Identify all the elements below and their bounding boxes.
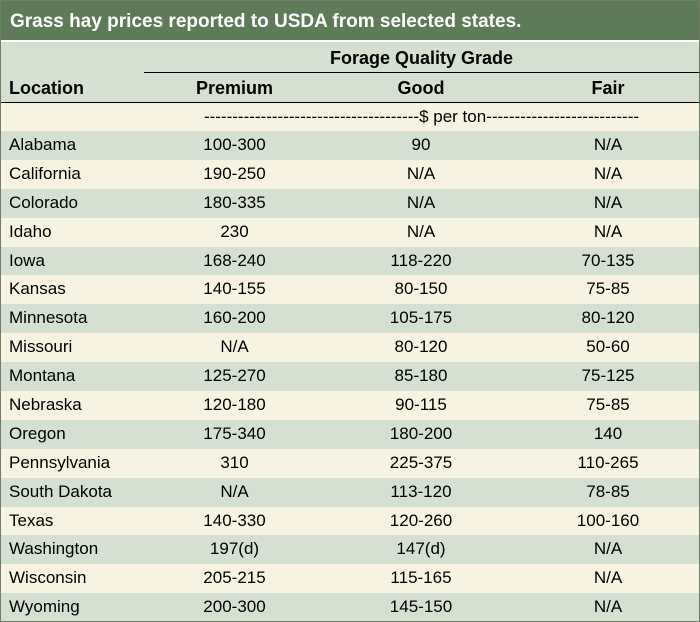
cell-premium: 190-250: [203, 163, 266, 183]
table-row: Wisconsin 205-215 115-165 N/A: [1, 564, 699, 594]
table-row: Idaho 230 N/A N/A: [1, 217, 699, 247]
cell-location: Kansas: [9, 279, 66, 299]
cell-location: Oregon: [9, 423, 66, 443]
cell-location: Missouri: [9, 337, 73, 357]
cell-premium: 200-300: [203, 597, 266, 617]
cell-fair: 100-160: [576, 510, 640, 530]
table-row: Texas 140-330 120-260 100-160: [1, 506, 699, 536]
cell-good: 105-175: [389, 308, 453, 328]
cell-good: 118-220: [390, 250, 452, 270]
cell-fair: N/A: [593, 539, 623, 559]
cell-good: 115-165: [390, 568, 452, 588]
column-header-location: Location: [9, 78, 84, 98]
cell-premium: 160-200: [203, 308, 266, 328]
table-row: Alabama 100-300 90 N/A: [1, 131, 699, 160]
cell-premium: 140-155: [203, 279, 266, 299]
cell-good: N/A: [406, 163, 436, 183]
cell-fair: 70-135: [581, 250, 635, 270]
cell-good: 113-120: [390, 481, 452, 501]
cell-location: Iowa: [9, 250, 45, 270]
cell-good: 90-115: [395, 395, 447, 415]
cell-premium: 120-180: [203, 395, 266, 415]
cell-good: 180-200: [389, 423, 453, 443]
cell-good: 80-150: [394, 279, 448, 299]
cell-fair: 50-60: [586, 337, 630, 357]
cell-fair: 140: [593, 423, 623, 443]
cell-premium: N/A: [220, 337, 249, 357]
cell-location: Montana: [9, 366, 76, 386]
table-row: California 190-250 N/A N/A: [1, 159, 699, 189]
cell-location: Nebraska: [9, 395, 82, 415]
cell-premium: 175-340: [203, 423, 266, 443]
cell-good: 90: [411, 135, 431, 154]
cell-fair: N/A: [593, 135, 623, 154]
cell-good: N/A: [406, 192, 436, 212]
cell-location: Alabama: [9, 135, 77, 154]
cell-location: Idaho: [9, 221, 52, 241]
cell-location: South Dakota: [9, 481, 113, 501]
column-header-premium: Premium: [195, 78, 274, 98]
cell-premium: 125-270: [203, 366, 266, 386]
unit-label: --------------------------------------$ …: [203, 107, 640, 126]
cell-location: Texas: [9, 510, 54, 530]
cell-premium: 230: [220, 221, 249, 241]
table-row: Pennsylvania 310 225-375 110-265: [1, 448, 699, 478]
cell-fair: N/A: [593, 192, 623, 212]
cell-good: N/A: [406, 221, 436, 241]
cell-good: 147(d): [396, 539, 446, 559]
cell-premium: 100-300: [203, 135, 266, 154]
cell-fair: 75-125: [581, 366, 635, 386]
group-header-rule: [144, 72, 699, 73]
table-row: Wyoming 200-300 145-150 N/A: [1, 593, 699, 621]
table-row: Montana 125-270 85-180 75-125: [1, 362, 699, 392]
cell-fair: N/A: [593, 568, 623, 588]
column-header-good: Good: [397, 78, 445, 98]
cell-fair: N/A: [593, 597, 623, 617]
cell-premium: 140-330: [203, 510, 266, 530]
cell-fair: 75-85: [586, 395, 630, 415]
cell-location: Colorado: [9, 192, 78, 212]
cell-location: Wyoming: [9, 597, 80, 617]
cell-premium: 197(d): [209, 539, 260, 559]
table-header: Forage Quality Grade Location Premium Go…: [1, 42, 699, 103]
header-rule: [1, 102, 699, 103]
cell-fair: N/A: [593, 221, 623, 241]
cell-location: Minnesota: [9, 308, 88, 328]
cell-premium: 168-240: [203, 250, 266, 270]
cell-fair: N/A: [593, 163, 623, 183]
cell-location: Washington: [9, 539, 99, 559]
table-row: Nebraska 120-180 90-115 75-85: [1, 391, 699, 420]
cell-good: 145-150: [389, 597, 453, 617]
cell-fair: 75-85: [586, 279, 630, 299]
cell-good: 85-180: [394, 366, 448, 386]
table-body: Alabama 100-300 90 N/A California 190-250 N/A N…: [1, 131, 699, 621]
cell-premium: 310: [220, 452, 249, 472]
table-row: Washington 197(d) 147(d) N/A: [1, 535, 699, 565]
unit-row: --------------------------------------$ …: [1, 103, 699, 131]
cell-premium: 205-215: [203, 568, 266, 588]
cell-good: 120-260: [389, 510, 453, 530]
column-header-fair: Fair: [591, 78, 625, 98]
cell-premium: N/A: [220, 481, 249, 501]
cell-location: Wisconsin: [9, 568, 87, 588]
group-header-forage-quality: Forage Quality Grade: [329, 48, 514, 68]
table-row: South Dakota N/A 113-120 78-85: [1, 477, 699, 507]
cell-fair: 80-120: [581, 308, 635, 328]
table-row: Oregon 175-340 180-200 140: [1, 419, 699, 449]
table-row: Missouri N/A 80-120 50-60: [1, 333, 699, 363]
table-row: Iowa 168-240 118-220 70-135: [1, 246, 699, 276]
cell-premium: 180-335: [203, 192, 266, 212]
cell-good: 225-375: [389, 452, 453, 472]
table-row: Minnesota 160-200 105-175 80-120: [1, 304, 699, 334]
cell-fair: 110-265: [577, 452, 639, 472]
cell-fair: 78-85: [586, 481, 630, 501]
cell-good: 80-120: [394, 337, 448, 357]
table-row: Kansas 140-155 80-150 75-85: [1, 275, 699, 305]
cell-location: California: [9, 163, 81, 183]
table-row: Colorado 180-335 N/A N/A: [1, 188, 699, 218]
cell-location: Pennsylvania: [9, 452, 111, 472]
table-title: Grass hay prices reported to USDA from s…: [1, 1, 699, 42]
